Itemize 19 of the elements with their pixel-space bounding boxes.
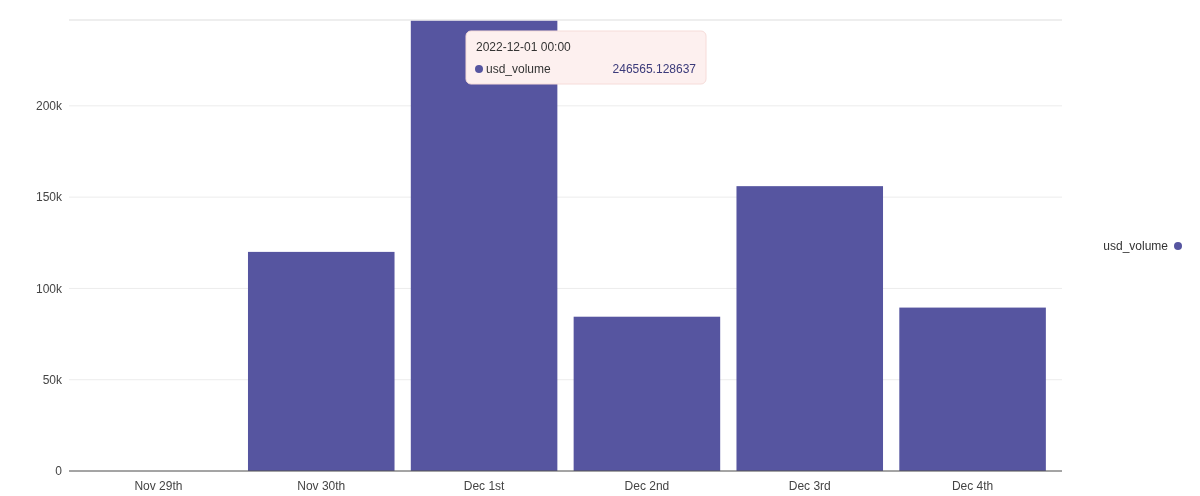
annotation: 2022-12-01 00:00 [476, 40, 572, 54]
y-tick-label: 100k [35, 281, 63, 296]
x-tick-label: Nov 29th [134, 479, 183, 493]
bar [736, 186, 884, 471]
y-tick-label: 50k [42, 372, 63, 387]
y-tick-label: 150k [35, 190, 63, 205]
y-tick-label: 0 [55, 464, 63, 479]
x-tick-label: Dec 1st [463, 479, 506, 493]
x-tick-label: Nov 30th [297, 479, 346, 493]
bar [899, 307, 1046, 471]
x-tick-label: Dec 4th [951, 479, 994, 493]
legend-label: usd_volume [1103, 239, 1169, 254]
x-tick-label: Dec 3rd [788, 479, 831, 493]
annotation: 246565.128637 [612, 62, 697, 76]
bar [247, 251, 395, 471]
y-tick-label: 200k [35, 99, 63, 114]
bar [573, 316, 721, 471]
x-tick-label: Dec 2nd [624, 479, 670, 493]
annotation: usd_volume [486, 62, 552, 76]
